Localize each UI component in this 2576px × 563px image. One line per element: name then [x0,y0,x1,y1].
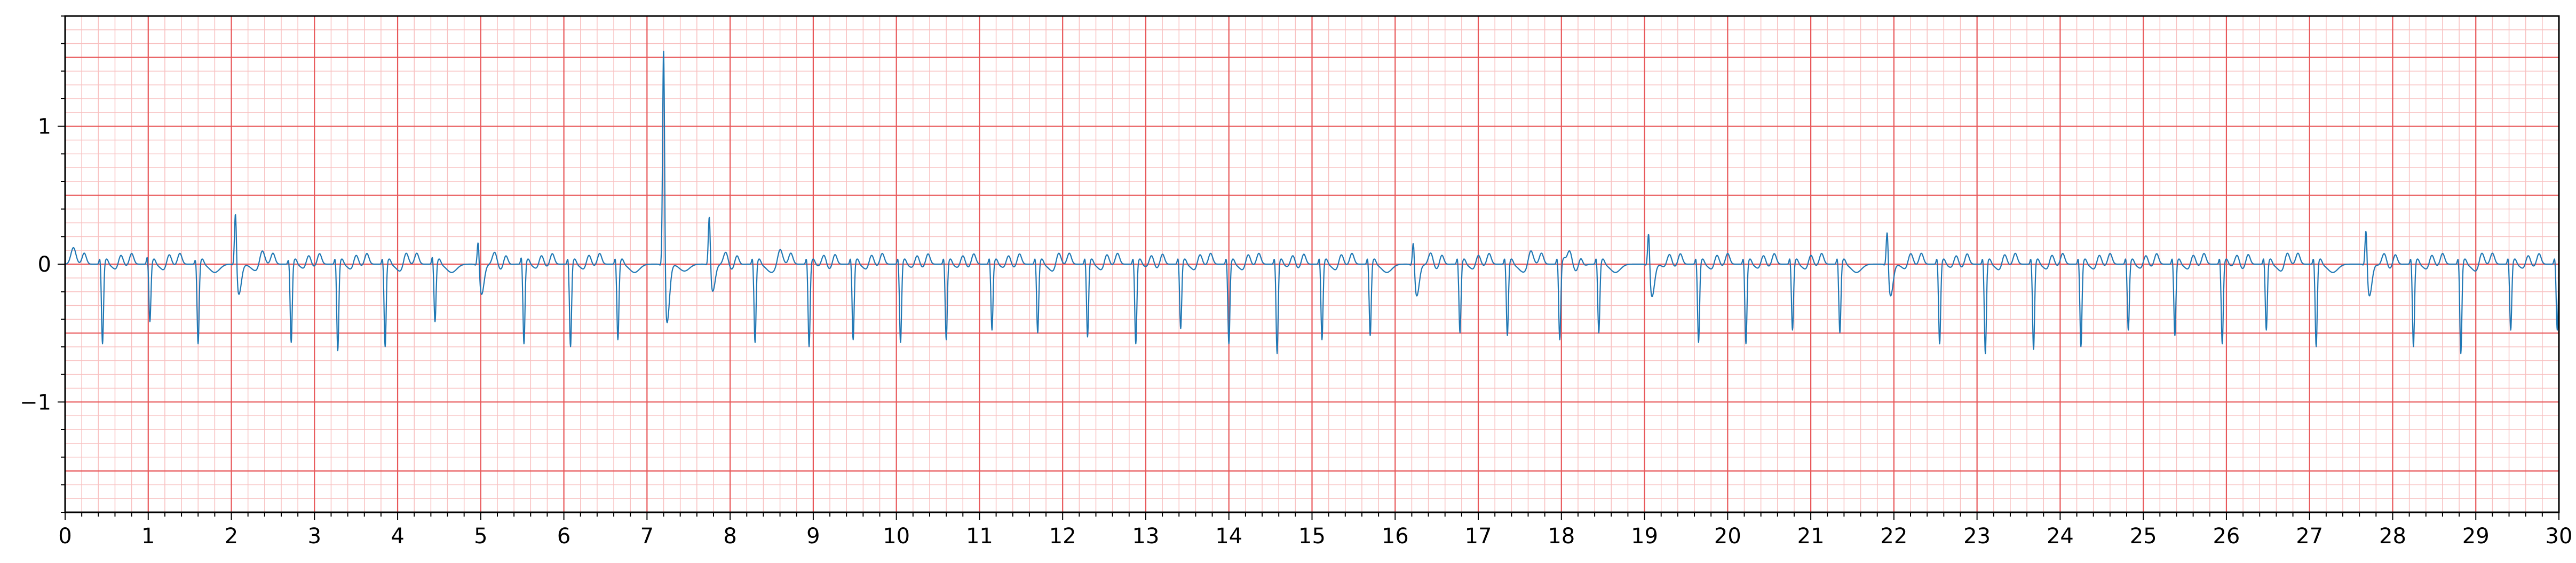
x-tick-label: 28 [2379,524,2406,549]
x-tick-label: 4 [391,524,404,549]
x-tick-label: 1 [141,524,155,549]
x-tick-label: 0 [58,524,72,549]
x-tick-label: 19 [1631,524,1658,549]
x-tick-label: 13 [1132,524,1160,549]
x-tick-label: 11 [966,524,993,549]
x-tick-label: 17 [1465,524,1492,549]
y-tick-label: −1 [20,390,51,415]
x-tick-label: 29 [2462,524,2490,549]
x-tick-label: 12 [1049,524,1076,549]
x-tick-label: 5 [474,524,487,549]
x-tick-label: 10 [883,524,910,549]
x-tick-label: 14 [1215,524,1242,549]
x-tick-label: 20 [1714,524,1741,549]
x-tick-label: 27 [2296,524,2323,549]
x-tick-label: 7 [640,524,654,549]
ecg-series-line [65,51,2560,354]
x-tick-label: 9 [806,524,820,549]
x-tick-label: 26 [2213,524,2240,549]
x-axis: 0 1 2 3 4 5 6 7 8 9 10 11 12 13 14 15 16 17 18 19 20 21 22 23 24… [58,512,2572,549]
ecg-trace-layer [65,51,2560,354]
x-tick-label: 23 [1963,524,1991,549]
x-tick-label: 22 [1880,524,1907,549]
x-tick-label: 25 [2130,524,2157,549]
x-tick-label: 8 [723,524,736,549]
x-tick-label: 2 [225,524,238,549]
x-tick-label: 24 [2047,524,2074,549]
x-tick-label: 30 [2546,524,2573,549]
x-tick-label: 18 [1548,524,1575,549]
x-tick-label: 3 [308,524,321,549]
y-tick-label: 1 [38,115,51,139]
y-tick-label: 0 [38,252,51,277]
x-tick-label: 21 [1797,524,1825,549]
x-tick-label: 15 [1298,524,1326,549]
y-axis: −1 0 1 [20,15,65,513]
x-tick-label: 6 [557,524,570,549]
x-tick-label: 16 [1382,524,1409,549]
